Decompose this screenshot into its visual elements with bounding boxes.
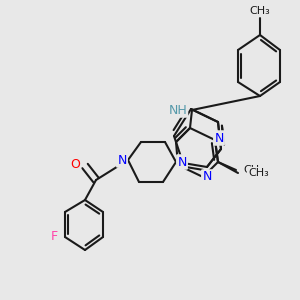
Text: NH: NH <box>168 103 187 116</box>
Text: O: O <box>70 158 80 170</box>
Text: CH₃: CH₃ <box>248 168 269 178</box>
Text: CH₃: CH₃ <box>250 6 270 16</box>
Text: N: N <box>214 131 224 145</box>
Text: CH₃: CH₃ <box>243 165 264 175</box>
Text: F: F <box>51 230 58 244</box>
Text: N: N <box>117 154 127 166</box>
Text: N: N <box>177 155 187 169</box>
Text: N: N <box>202 170 212 184</box>
